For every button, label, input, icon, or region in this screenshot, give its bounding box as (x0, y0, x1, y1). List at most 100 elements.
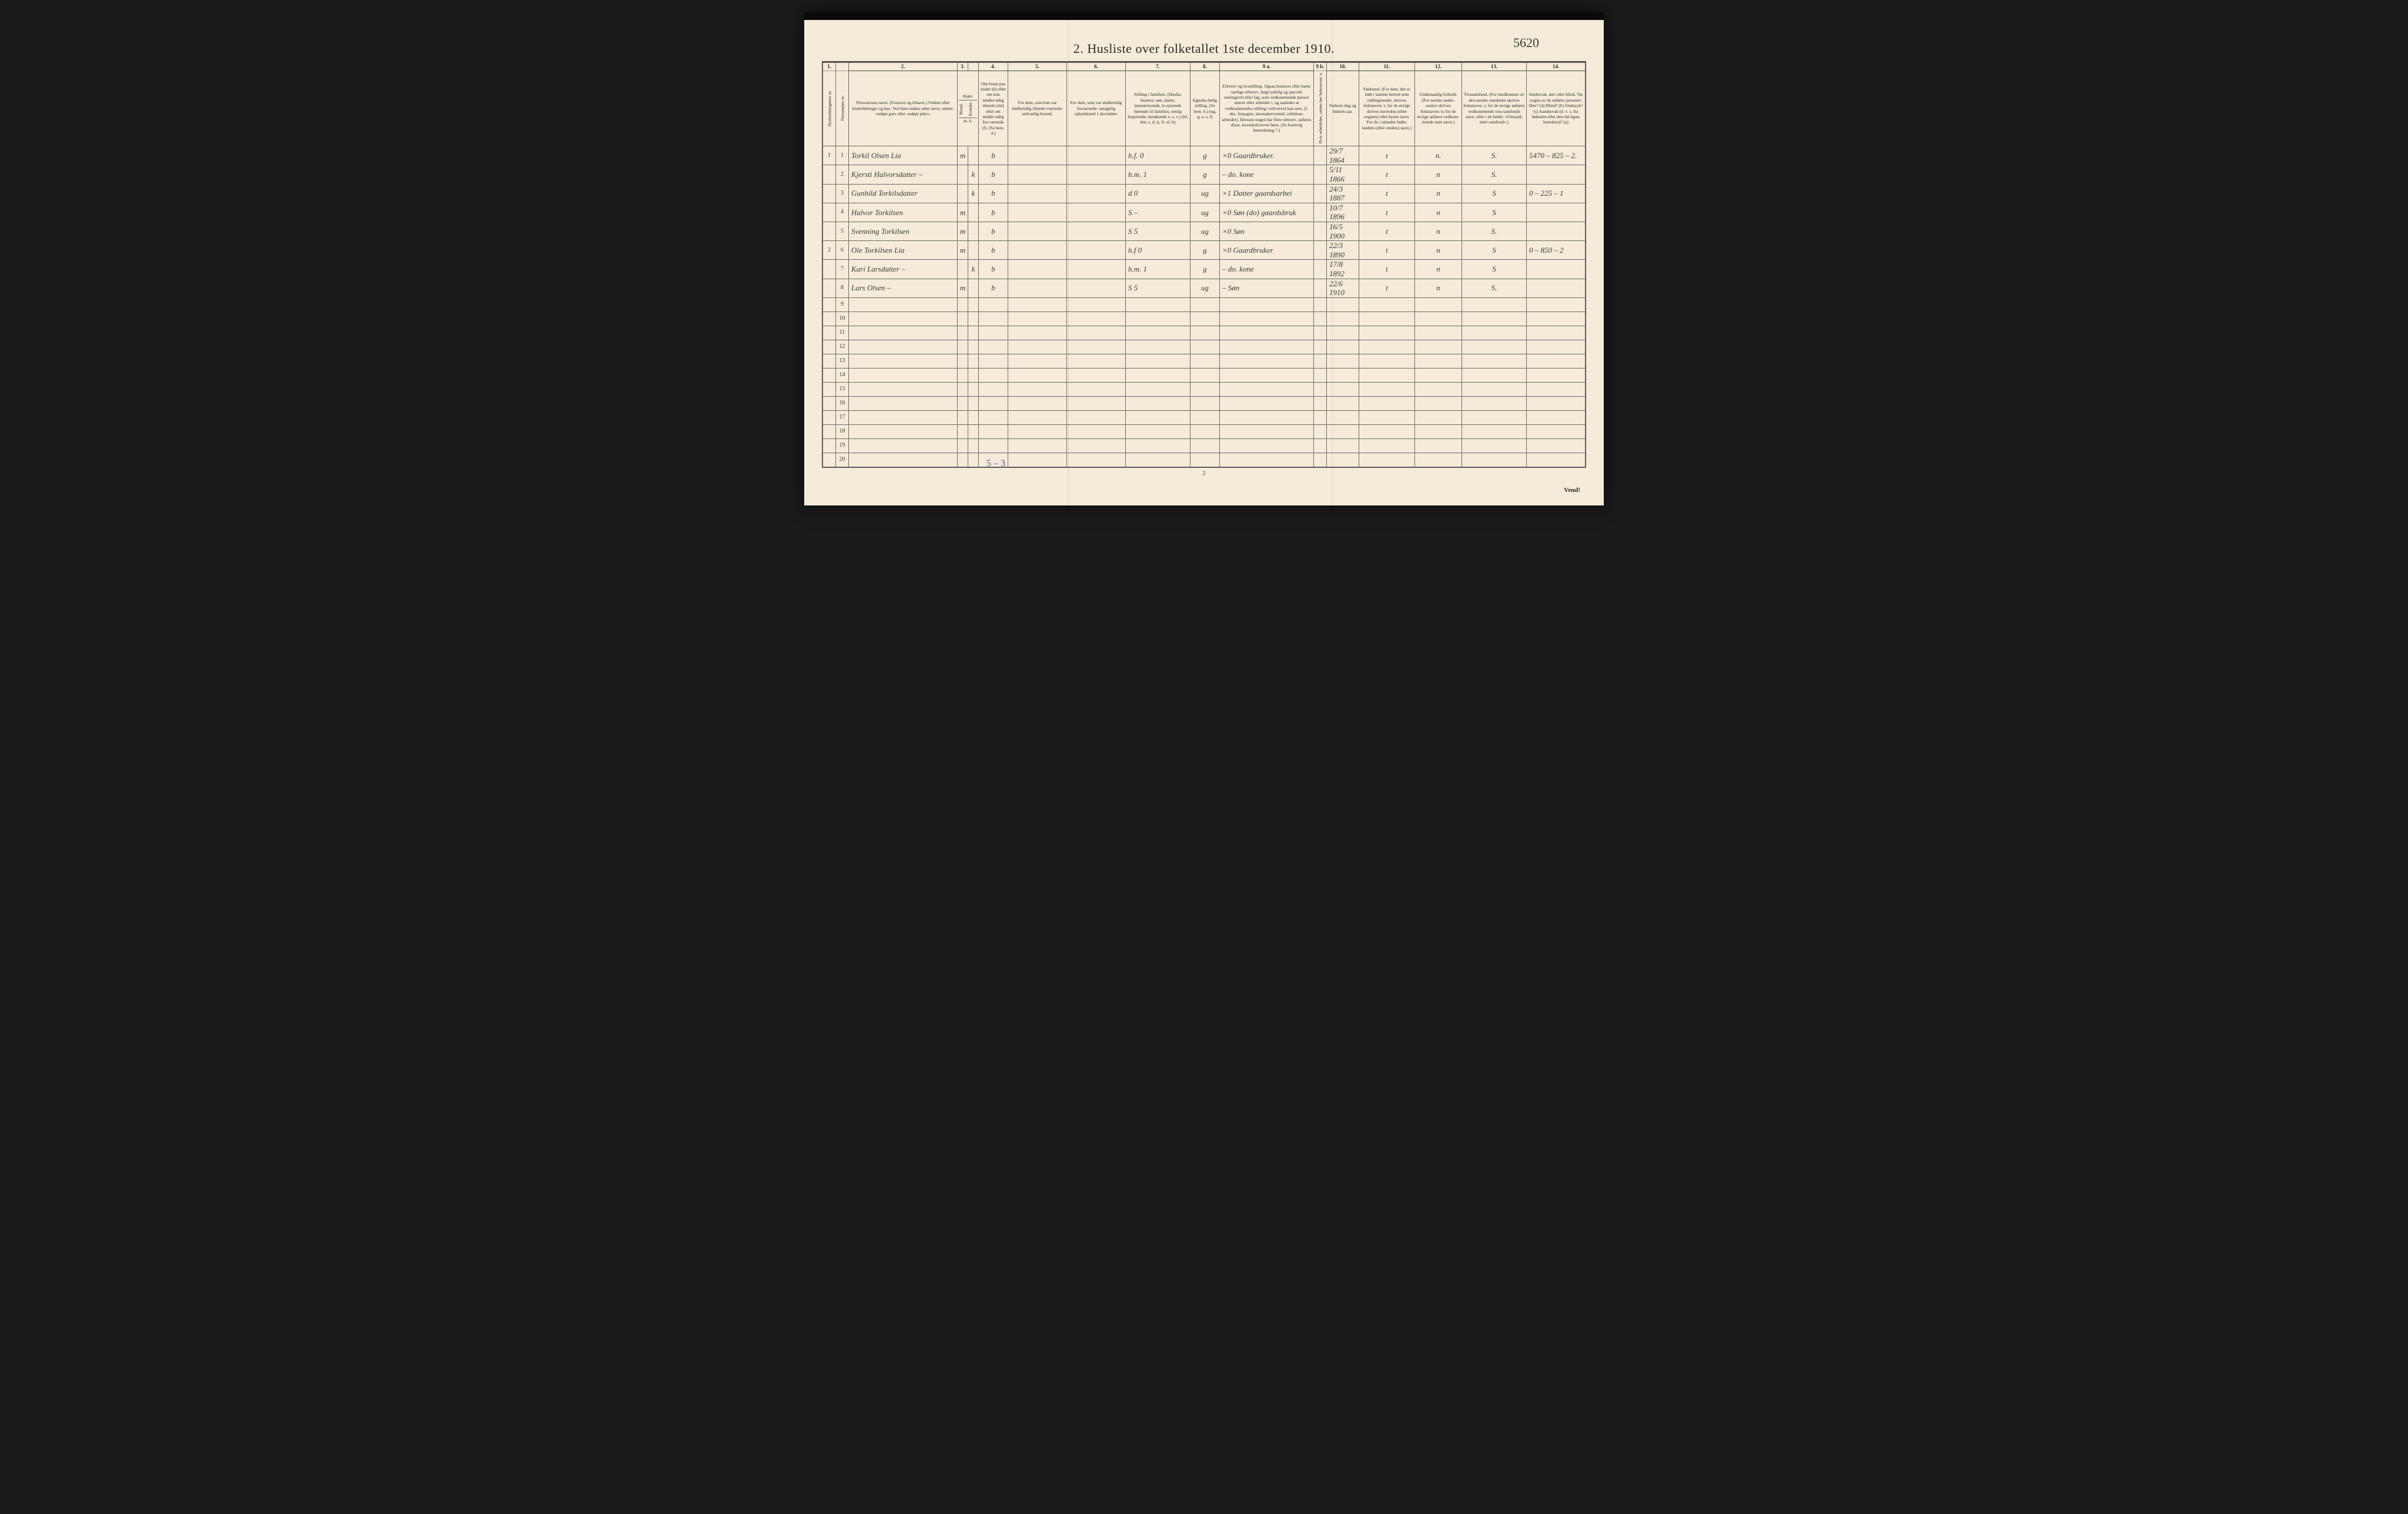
cell (1314, 340, 1327, 354)
cell (968, 297, 979, 311)
cell (1008, 424, 1067, 438)
cell (1462, 297, 1527, 311)
cell (968, 424, 979, 438)
cell (968, 396, 979, 410)
cell: 9 (836, 297, 849, 311)
cell (1067, 382, 1126, 396)
cell (1527, 203, 1586, 222)
cell (958, 340, 968, 354)
cell (1067, 326, 1126, 340)
cell (823, 165, 836, 184)
cell (1527, 260, 1586, 279)
cell: 5 (836, 222, 849, 241)
cell (1220, 453, 1314, 467)
cell (958, 438, 968, 453)
cell (968, 241, 979, 260)
cell (1220, 368, 1314, 382)
table-row: 2Kjersti Halvorsdatter –kbh.m. 1g– do. k… (823, 165, 1586, 184)
cell: 0 – 225 – 1 (1527, 184, 1586, 203)
cell (968, 311, 979, 326)
cell: 6 (836, 241, 849, 260)
col-num: 5. (1008, 63, 1067, 71)
cell: m (958, 279, 968, 297)
cell: S. (1462, 165, 1527, 184)
hdr-sex-label: Kjøn. (959, 93, 977, 101)
cell (1462, 424, 1527, 438)
cell: k (968, 165, 979, 184)
cell (1067, 184, 1126, 203)
cell (968, 453, 979, 467)
cell (849, 368, 958, 382)
cell: ug (1190, 184, 1220, 203)
cell: g (1190, 241, 1220, 260)
cell (1527, 165, 1586, 184)
cell: n. (1415, 146, 1462, 165)
cell (1067, 260, 1126, 279)
hdr-name: Personernes navn. (Fornavn og tilnavn.) … (849, 71, 958, 146)
cell (1314, 438, 1327, 453)
cell (1359, 410, 1415, 424)
cell: 16 (836, 396, 849, 410)
cell: 7 (836, 260, 849, 279)
cell: Gunhild Torkilsdatter (849, 184, 958, 203)
cell (1067, 297, 1126, 311)
cell (1008, 340, 1067, 354)
cell (1008, 326, 1067, 340)
cell (823, 184, 836, 203)
cell (979, 297, 1008, 311)
cell (958, 311, 968, 326)
cell (968, 340, 979, 354)
cell: 1 (823, 146, 836, 165)
table-body: 11Torkil Olsen Liambh.f. 0g×0 Gaardbruke… (823, 146, 1586, 467)
table-row: 18 (823, 424, 1586, 438)
cell (823, 260, 836, 279)
cell: 20 (836, 453, 849, 467)
col-num: 2. (849, 63, 958, 71)
cell (1008, 241, 1067, 260)
cell: 13 (836, 354, 849, 368)
cell (849, 453, 958, 467)
cell (1067, 438, 1126, 453)
header-text-row: Husholdningenes nr. Personenes nr. Perso… (823, 71, 1586, 146)
tally-annotation: 5 – 3 (986, 458, 1005, 469)
cell (1220, 424, 1314, 438)
cell (958, 165, 968, 184)
vend-label: Vend! (1564, 487, 1580, 494)
cell: Ole Torkilsen Lia (849, 241, 958, 260)
cell: 18 (836, 424, 849, 438)
cell (1527, 368, 1586, 382)
cell (1527, 279, 1586, 297)
table-row: 14 (823, 368, 1586, 382)
cell (1220, 382, 1314, 396)
cell (823, 297, 836, 311)
cell (1220, 297, 1314, 311)
cell: t (1359, 146, 1415, 165)
cell (1008, 165, 1067, 184)
cell (968, 279, 979, 297)
cell (823, 203, 836, 222)
cell: ×0 Søn (1220, 222, 1314, 241)
cell (1008, 260, 1067, 279)
cell: t (1359, 165, 1415, 184)
cell (823, 424, 836, 438)
hdr-female: Kvinder. (968, 102, 978, 116)
hdr-sex: Kjøn. Mænd. Kvinder. m. k. (958, 71, 979, 146)
cell (979, 424, 1008, 438)
cell (1415, 340, 1462, 354)
cell (1067, 354, 1126, 368)
table-row: 17 (823, 410, 1586, 424)
cell (1462, 396, 1527, 410)
cell: 4 (836, 203, 849, 222)
cell: Kjersti Halvorsdatter – (849, 165, 958, 184)
col-num: 8. (1190, 63, 1220, 71)
cell (823, 326, 836, 340)
cell (1314, 146, 1327, 165)
cell (1359, 396, 1415, 410)
cell (1415, 396, 1462, 410)
cell (1314, 260, 1327, 279)
cell (1126, 368, 1190, 382)
table-row: 4Halvor TorkilsenmbS –ug×0 Søn (do) gaar… (823, 203, 1586, 222)
cell (1415, 297, 1462, 311)
cell: b (979, 260, 1008, 279)
hdr-occupation: Erhverv og livsstilling. Ogsaa husmors e… (1220, 71, 1314, 146)
